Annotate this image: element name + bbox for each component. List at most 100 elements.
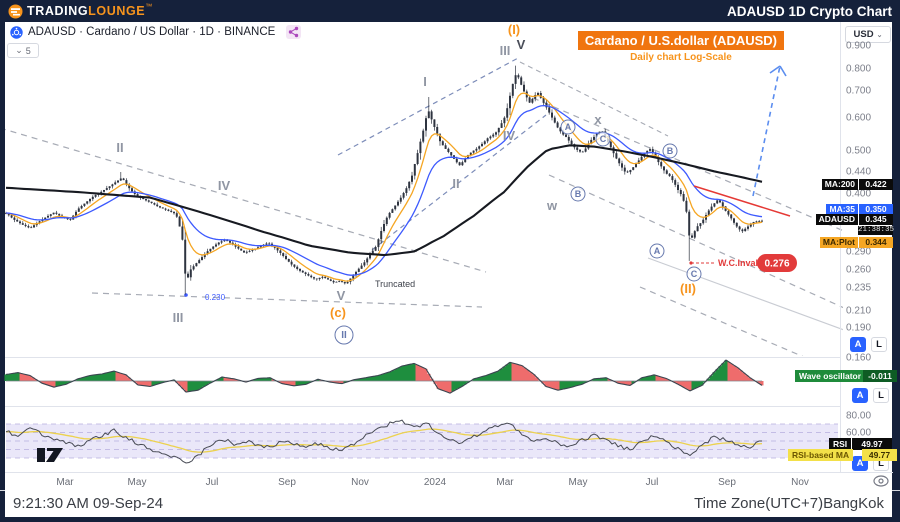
price-tick-label: 0.210 (846, 305, 872, 317)
top-bar: TRADINGLOUNGE™ ADAUSD 1D Crypto Chart (0, 0, 900, 22)
wave-label[interactable]: (II) (680, 281, 696, 296)
time-tick-label: Sep (718, 477, 736, 488)
circled-wave-label[interactable] (570, 186, 586, 202)
price-tick-label: 0.235 (846, 282, 872, 294)
wave-label[interactable]: V (337, 288, 346, 303)
rsi-panel (5, 419, 838, 464)
wave-label[interactable]: w (546, 198, 558, 213)
svg-text:C: C (691, 269, 698, 279)
brand-text-primary: TRADING (27, 4, 89, 18)
right-frame-strip (892, 22, 900, 522)
projection-arrow[interactable] (752, 65, 781, 197)
circled-wave-label[interactable] (662, 143, 678, 159)
price-tick-label: 0.400 (846, 188, 872, 200)
eye-icon[interactable] (872, 474, 890, 488)
time-tick-label: 2024 (423, 477, 447, 488)
rsi-ma-badge: RSI-based MA (788, 449, 854, 461)
wave-label[interactable]: Truncated (375, 279, 415, 289)
log-scale-button[interactable]: L (871, 337, 887, 352)
currency-button[interactable]: USD ⌄ (845, 26, 891, 43)
wave-label[interactable]: IV (218, 178, 231, 193)
wave-label[interactable]: III (500, 43, 511, 58)
oscillator-scale-buttons: A L (852, 388, 889, 403)
trendlines (0, 56, 893, 395)
invalidation-badge (757, 254, 797, 272)
ma-200-line (5, 144, 763, 257)
price-tick-label: 0.190 (846, 322, 872, 334)
log-scale-button[interactable]: L (873, 388, 889, 403)
wave-label[interactable]: I (423, 74, 427, 89)
tradingview-logo-icon (37, 448, 63, 462)
time-tick-label: Mar (56, 477, 74, 488)
wave-label[interactable]: (c) (330, 305, 346, 320)
wave-label[interactable]: V (517, 37, 526, 52)
panel-separator-rsi[interactable] (5, 406, 840, 407)
price-tick-label: 0.600 (846, 112, 872, 124)
price-tick-label: 0.290 (846, 246, 872, 258)
trendline[interactable] (519, 61, 669, 137)
trendline[interactable] (548, 174, 893, 330)
candlestick-series (5, 65, 763, 295)
wave-label[interactable]: II (452, 176, 459, 191)
chart-subtitle: Daily chart Log-Scale (630, 52, 732, 63)
rsi-badge: RSI (829, 438, 852, 450)
rsi-ma-line (5, 428, 763, 453)
trendline[interactable] (0, 128, 487, 273)
share-icon[interactable] (286, 25, 302, 39)
trendline[interactable] (371, 114, 547, 251)
symbol-toolbar: ADAUSD · Cardano / US Dollar · 1D · BINA… (10, 25, 302, 39)
rsi-tick-label: 60.00 (846, 427, 872, 439)
svg-text:B: B (575, 189, 582, 199)
page-title: ADAUSD 1D Crypto Chart (726, 3, 892, 19)
chevron-down-icon: ⌄ (876, 31, 883, 39)
status-bar: 9:21:30 AM 09-Sep-24 Time Zone(UTC+7)Ban… (5, 490, 892, 517)
symbol-description[interactable]: ADAUSD · Cardano / US Dollar · 1D · BINA… (28, 26, 276, 38)
indicator-badge-ma-plot: MA:Plot 0.344 (819, 237, 893, 248)
wave-oscillator-value: -0.011 (863, 370, 897, 382)
price-tick-label: 0.700 (846, 85, 872, 97)
auto-scale-button[interactable]: A (852, 388, 868, 403)
circled-wave-label[interactable] (595, 131, 611, 147)
wave-label[interactable]: IV (503, 128, 516, 143)
status-datetime: 9:21:30 AM 09-Sep-24 (13, 495, 164, 512)
circled-wave-label[interactable] (649, 243, 665, 259)
time-tick-label: Mar (496, 477, 514, 488)
ma-35-line (5, 104, 763, 276)
circled-wave-label[interactable] (334, 325, 354, 345)
panel-separator-oscillator[interactable] (5, 357, 840, 358)
svg-text:B: B (667, 146, 674, 156)
interval-button[interactable]: ⌄ 5 (7, 43, 39, 58)
rsi-line (5, 419, 762, 464)
svg-text:II: II (341, 330, 347, 341)
wave-label[interactable]: II (116, 140, 123, 155)
cardano-symbol-icon (10, 25, 23, 39)
price-tick-label: 0.500 (846, 145, 872, 157)
indicator-badge-ma-35: MA:35 0.350 (826, 204, 893, 215)
wave-label[interactable]: III (173, 310, 184, 325)
resistance-line[interactable] (693, 185, 791, 217)
left-frame-strip (0, 22, 5, 522)
countdown-timer: 21:38:35 (858, 226, 895, 235)
invalidation-label: W.C.Invalid (718, 258, 766, 268)
wave-label[interactable]: (I) (508, 22, 520, 37)
trendline[interactable] (532, 97, 893, 252)
wave-label[interactable]: 0.230 (205, 293, 226, 302)
rsi-ma-value: 49.77 (862, 449, 897, 461)
wave-label[interactable]: x (594, 112, 602, 127)
time-tick-label: Jul (645, 477, 659, 488)
wave-oscillator-series (4, 359, 764, 394)
time-tick-label: Nov (351, 477, 369, 488)
trendline[interactable] (639, 286, 893, 395)
price-tick-label: 0.800 (846, 63, 872, 75)
circled-wave-label[interactable] (686, 266, 702, 282)
rsi-tick-label: 80.00 (846, 410, 872, 422)
svg-text:A: A (565, 122, 572, 132)
chart-title-block: Cardano / U.S.dollar (ADAUSD) Daily char… (577, 31, 784, 63)
tradinglounge-logo-icon (8, 4, 23, 18)
price-tick-label: 0.260 (846, 264, 872, 276)
auto-scale-button[interactable]: A (850, 337, 866, 352)
circled-wave-label[interactable] (560, 119, 576, 135)
trendline[interactable] (91, 292, 483, 308)
